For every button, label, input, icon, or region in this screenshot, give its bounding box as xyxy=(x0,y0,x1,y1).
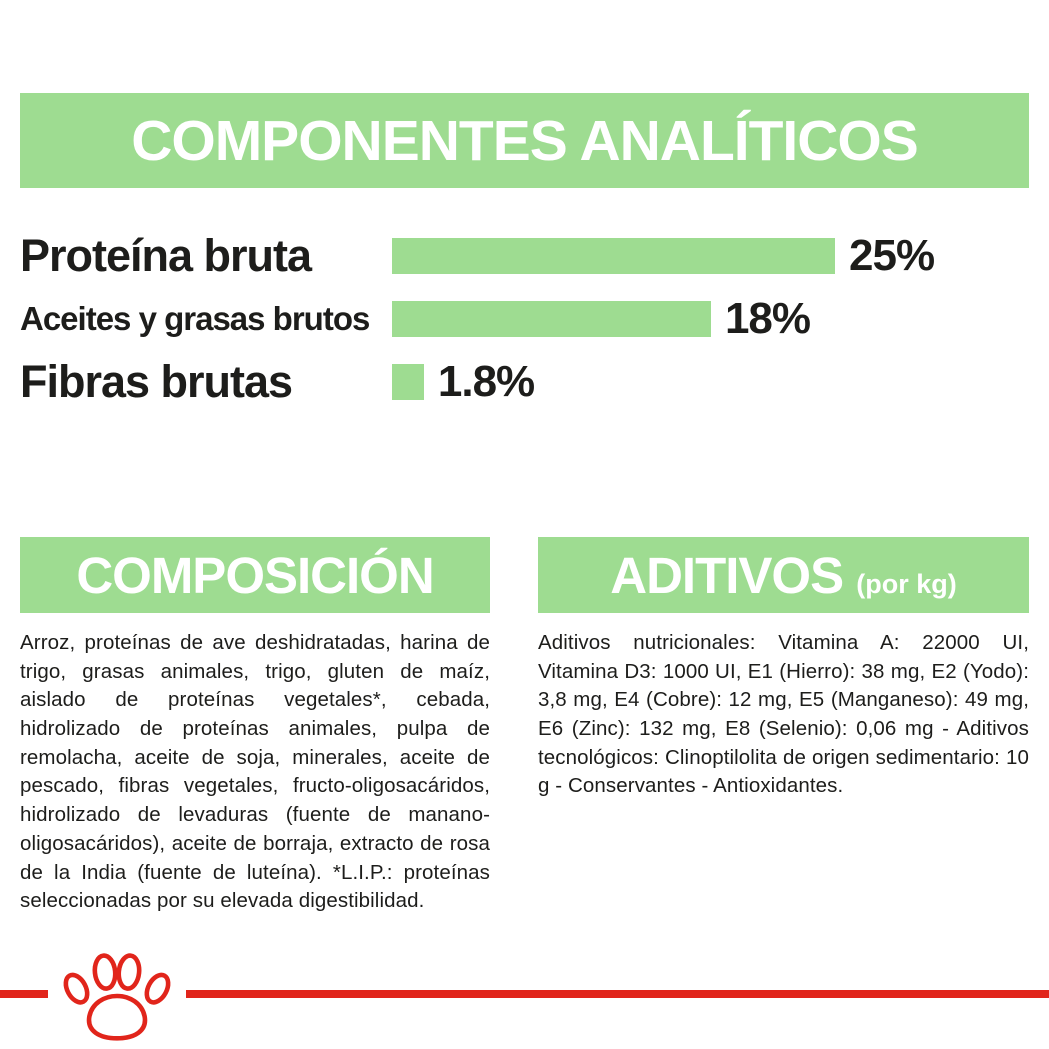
royal-canin-paw-logo xyxy=(48,946,186,1046)
chart-row-fibre: Fibras brutas 1.8% xyxy=(20,350,1029,413)
divider-line xyxy=(0,990,1049,998)
bar-2 xyxy=(392,363,424,400)
composition-header: COMPOSICIÓN xyxy=(20,537,490,613)
paw-icon xyxy=(63,953,171,1041)
additives-body: Aditivos nutricionales: Vitamina A: 2200… xyxy=(538,631,1029,798)
chart-row-fats: Aceites y grasas brutos 18% xyxy=(20,287,1029,350)
analytical-components-header: COMPONENTES ANALÍTICOS xyxy=(20,93,1029,188)
additives-title: ADITIVOS (por kg) xyxy=(610,546,957,605)
composition-body: Arroz, proteínas de ave deshidratadas, h… xyxy=(20,631,490,913)
composition-title: COMPOSICIÓN xyxy=(76,546,434,604)
additives-title-suffix: (por kg) xyxy=(856,568,957,599)
chart-row-value: 18% xyxy=(724,293,811,343)
chart-row-value: 1.8% xyxy=(437,356,535,406)
additives-title-text: ADITIVOS xyxy=(610,546,844,604)
analytical-components-chart: Proteína bruta 25% Aceites y grasas brut… xyxy=(20,224,1029,413)
chart-row-protein: Proteína bruta 25% xyxy=(20,224,1029,287)
bar-1 xyxy=(392,300,711,337)
chart-row-label: Fibras brutas xyxy=(20,355,293,407)
composition-section: COMPOSICIÓN Arroz, proteínas de ave desh… xyxy=(20,537,490,916)
chart-row-label: Aceites y grasas brutos xyxy=(20,299,370,337)
chart-row-label: Proteína bruta xyxy=(20,229,312,281)
chart-row-value: 25% xyxy=(849,230,935,280)
bar-0 xyxy=(392,237,835,274)
additives-section: ADITIVOS (por kg) Aditivos nutricionales… xyxy=(538,537,1029,916)
additives-header: ADITIVOS (por kg) xyxy=(538,537,1029,613)
analytical-components-title: COMPONENTES ANALÍTICOS xyxy=(131,108,919,173)
info-columns: COMPOSICIÓN Arroz, proteínas de ave desh… xyxy=(20,537,1029,916)
